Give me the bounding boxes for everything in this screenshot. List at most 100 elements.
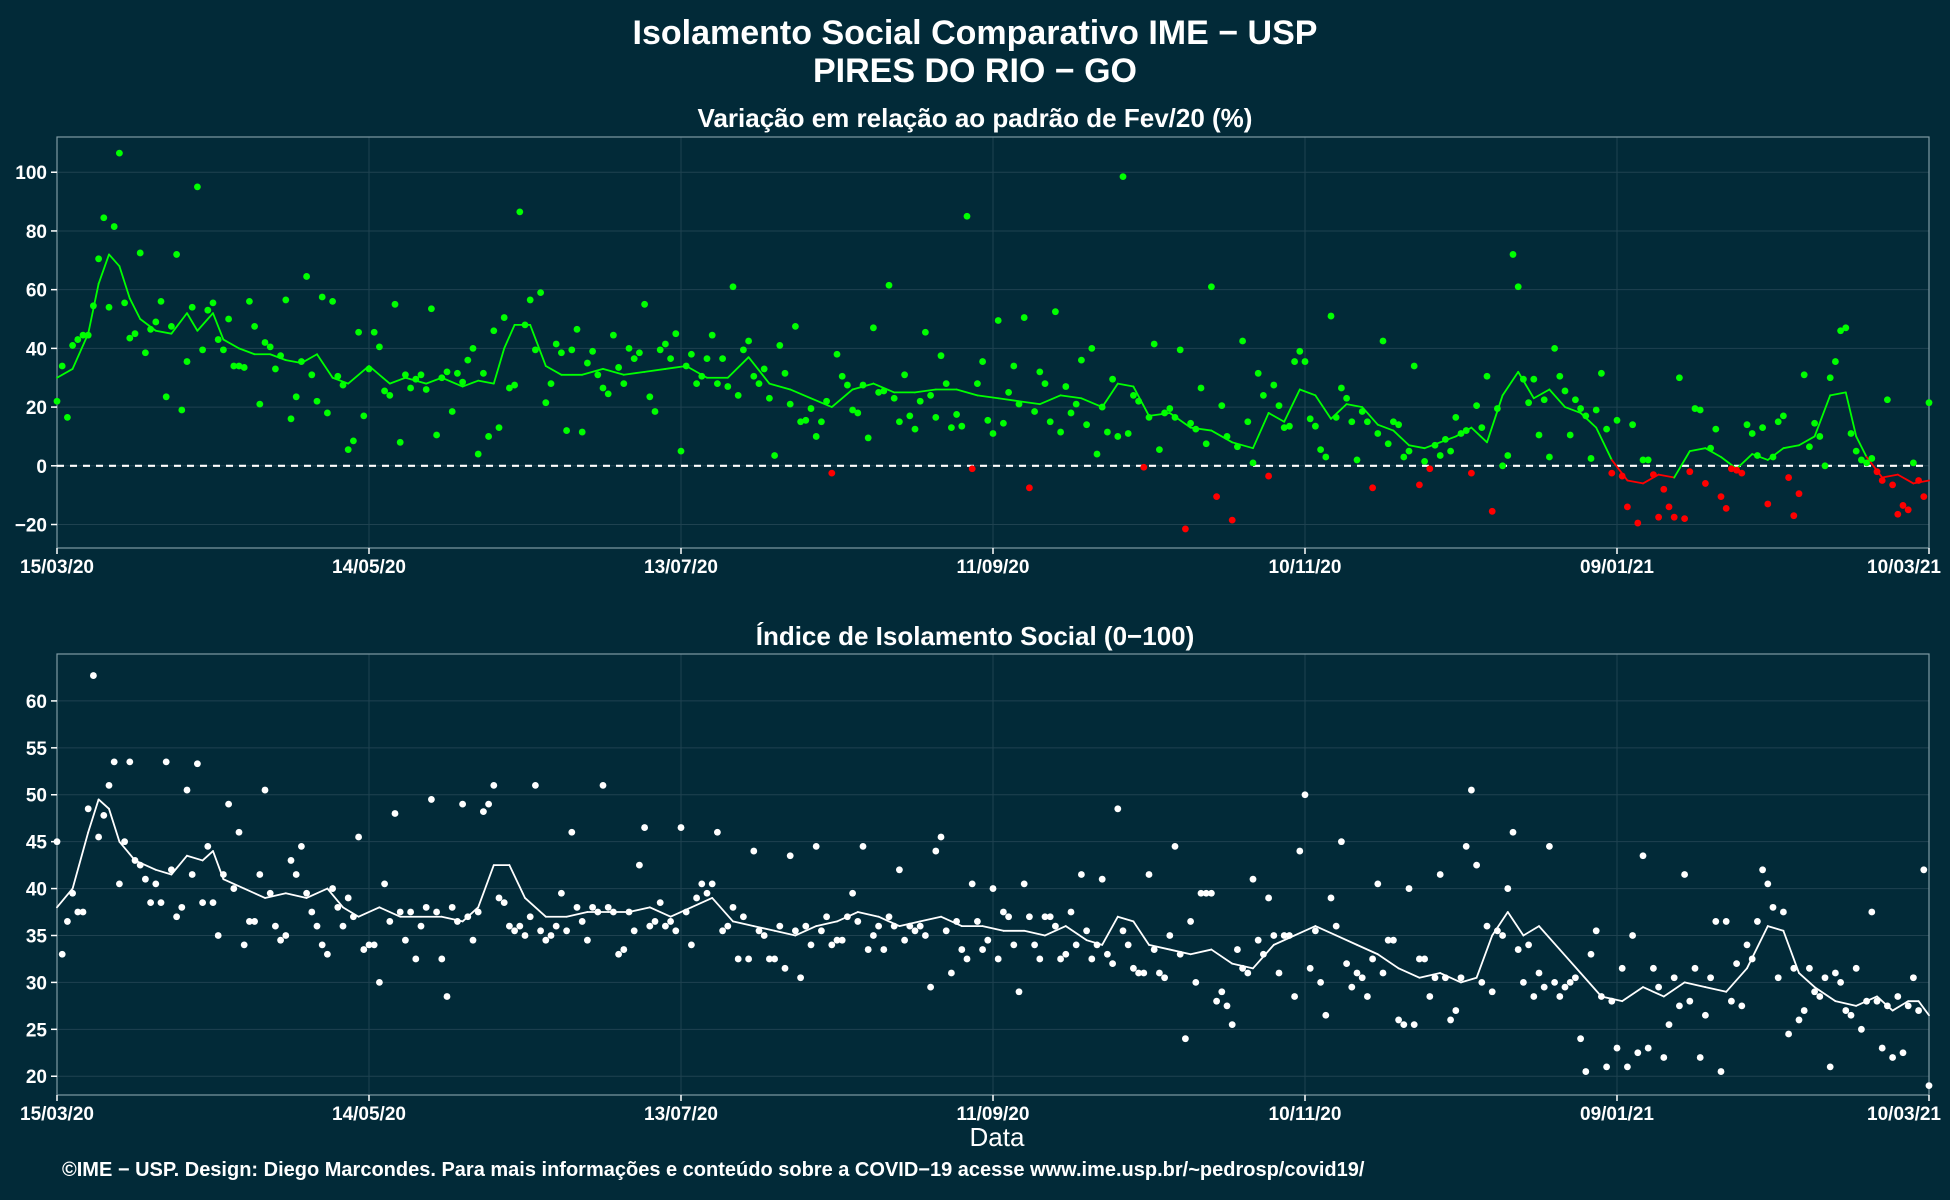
data-point xyxy=(500,314,508,321)
data-point xyxy=(1447,1016,1454,1024)
moving-average-segment xyxy=(1470,426,1488,444)
data-point xyxy=(708,331,716,339)
data-point xyxy=(79,908,87,916)
data-point xyxy=(183,786,191,794)
data-point xyxy=(656,899,664,907)
data-point xyxy=(1098,403,1106,411)
data-point xyxy=(729,283,737,291)
data-point xyxy=(1327,312,1335,320)
data-point xyxy=(199,899,207,907)
data-point xyxy=(396,438,404,446)
data-point xyxy=(1410,362,1418,370)
data-point xyxy=(1644,456,1652,464)
data-point xyxy=(771,955,778,963)
data-point xyxy=(391,810,399,817)
x-tick-label: 15/03/20 xyxy=(20,557,94,578)
data-point xyxy=(1301,791,1309,799)
moving-average-segment xyxy=(1314,925,1338,937)
data-point xyxy=(422,903,430,911)
data-point xyxy=(344,446,352,454)
moving-average-segment xyxy=(1766,925,1785,932)
moving-average-segment xyxy=(1439,972,1462,984)
data-point xyxy=(1540,983,1548,991)
data-point xyxy=(1286,422,1293,430)
data-point xyxy=(1312,422,1319,430)
data-point xyxy=(1483,372,1491,380)
data-point xyxy=(792,322,799,330)
moving-average-segment xyxy=(243,887,266,899)
moving-average-segment xyxy=(461,379,480,388)
data-point xyxy=(1832,969,1839,977)
data-point xyxy=(313,922,321,930)
data-point xyxy=(1509,828,1517,836)
data-point xyxy=(1660,485,1668,493)
data-point xyxy=(1239,964,1246,972)
data-point xyxy=(188,303,196,311)
data-point xyxy=(1171,413,1179,421)
data-point xyxy=(58,362,66,370)
y-tick-label: 0 xyxy=(36,457,47,478)
data-point xyxy=(1920,493,1928,501)
data-point xyxy=(1166,932,1174,939)
data-point xyxy=(812,842,820,850)
data-point xyxy=(1270,932,1278,939)
data-point xyxy=(308,371,316,379)
data-point xyxy=(1806,964,1813,972)
data-point xyxy=(1894,993,1902,1000)
data-point xyxy=(204,306,212,314)
data-point xyxy=(662,340,669,348)
data-point xyxy=(1717,493,1725,501)
data-point xyxy=(610,331,617,339)
data-point xyxy=(677,447,685,455)
data-point xyxy=(376,343,383,351)
data-point xyxy=(350,437,357,445)
data-point xyxy=(916,397,924,405)
data-point xyxy=(875,922,882,930)
data-point xyxy=(1566,431,1574,439)
data-point xyxy=(1774,418,1782,426)
data-point xyxy=(53,838,61,846)
data-point xyxy=(532,781,539,789)
data-point xyxy=(1249,459,1257,467)
x-tick-label: 13/07/20 xyxy=(644,1104,718,1125)
data-point xyxy=(849,889,856,897)
moving-average-segment xyxy=(118,265,131,300)
data-point xyxy=(282,296,290,304)
data-point xyxy=(672,927,680,935)
data-point xyxy=(838,372,846,380)
moving-average-segment xyxy=(830,388,854,408)
data-point xyxy=(1005,389,1012,396)
data-point xyxy=(1031,408,1038,415)
data-point xyxy=(1364,418,1371,426)
data-point xyxy=(766,955,773,963)
data-point xyxy=(521,321,529,329)
data-point xyxy=(1624,503,1631,511)
data-point xyxy=(1598,993,1605,1000)
data-point xyxy=(1884,1002,1891,1010)
data-point xyxy=(298,358,305,365)
data-point xyxy=(1707,974,1714,982)
data-point xyxy=(1353,456,1361,464)
moving-average-segment xyxy=(378,906,402,918)
data-point xyxy=(750,372,758,380)
moving-average-segment xyxy=(940,915,963,928)
data-point xyxy=(422,386,430,393)
moving-average-segment xyxy=(1746,925,1769,970)
data-point xyxy=(1629,932,1636,939)
data-point xyxy=(1473,402,1480,410)
data-point xyxy=(760,932,768,939)
moving-average-segment xyxy=(602,368,625,376)
data-point xyxy=(1603,425,1610,433)
data-point xyxy=(786,852,794,860)
data-point xyxy=(776,922,784,930)
moving-average-segment xyxy=(856,911,880,918)
data-point xyxy=(1800,1007,1808,1014)
data-point xyxy=(521,932,529,939)
data-point xyxy=(1046,913,1054,921)
moving-average-segment xyxy=(357,906,381,918)
moving-average-segment xyxy=(1486,394,1504,444)
data-point xyxy=(1894,510,1902,518)
data-point xyxy=(464,913,472,921)
data-point xyxy=(1156,446,1163,454)
data-point xyxy=(620,380,628,387)
